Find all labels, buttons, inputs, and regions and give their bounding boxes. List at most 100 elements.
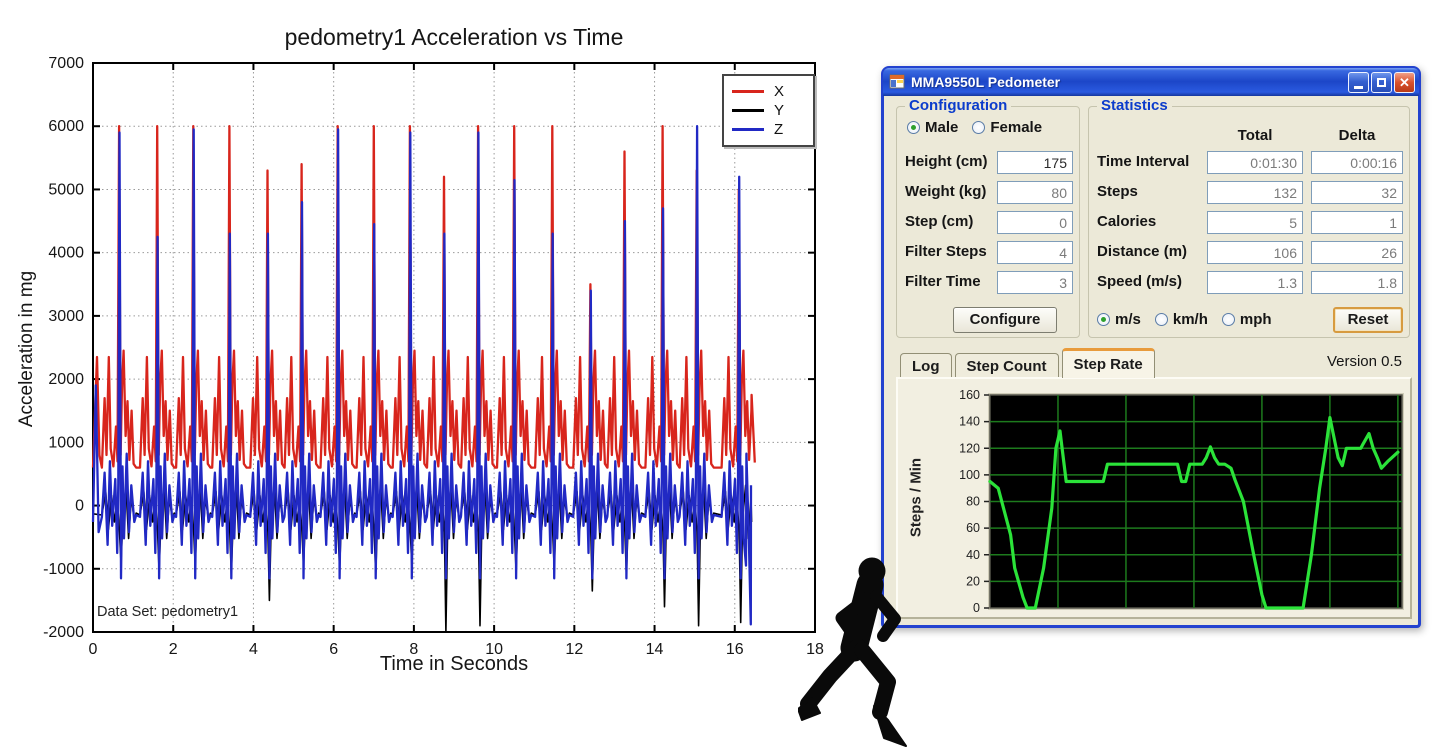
svg-text:0: 0	[75, 498, 84, 515]
svg-text:4: 4	[249, 641, 258, 658]
accel-y-axis-label: Acceleration in mg	[16, 270, 37, 428]
statistics-heading: Statistics	[1097, 97, 1172, 114]
svg-text:80: 80	[966, 495, 980, 509]
step-rate-tab-page: 0 20 40 60 80 100 120 140 160 Steps / Min	[896, 377, 1412, 619]
filter-steps-input[interactable]: 4	[997, 241, 1073, 264]
maximize-button[interactable]	[1371, 71, 1392, 93]
radio-circle-icon	[1221, 313, 1235, 326]
window-title: MMA9550L Pedometer	[911, 74, 1061, 90]
window-titlebar[interactable]: MMA9550L Pedometer ✕	[883, 68, 1419, 96]
tab-step-rate[interactable]: Step Rate	[1061, 348, 1155, 378]
statistics-row: Time Interval 0:01:30 0:00:16	[1089, 151, 1411, 175]
gender-male-radio[interactable]: Male	[907, 119, 958, 136]
gender-female-radio[interactable]: Female	[972, 119, 1042, 136]
svg-text:10: 10	[485, 641, 503, 658]
speed-unit-mph-radio[interactable]: mph	[1221, 311, 1272, 328]
config-field-row: Height (cm) 175	[897, 151, 1081, 175]
config-field-label: Weight (kg)	[905, 183, 987, 200]
radio-circle-icon	[972, 121, 986, 134]
svg-text:60: 60	[966, 521, 980, 535]
gender-radio-row: Male Female	[907, 119, 1056, 139]
weight-kg-input[interactable]: 80	[997, 181, 1073, 204]
steps-total-value: 132	[1207, 181, 1303, 204]
svg-text:2: 2	[169, 641, 178, 658]
speed-m-s-delta-value: 1.8	[1311, 271, 1403, 294]
radio-circle-icon	[1097, 313, 1110, 326]
minimize-icon	[1354, 85, 1363, 89]
svg-text:8: 8	[409, 641, 418, 658]
svg-text:7000: 7000	[48, 55, 84, 72]
step-rate-line	[988, 415, 1400, 610]
distance-m-delta-value: 26	[1311, 241, 1403, 264]
steps-delta-value: 32	[1311, 181, 1403, 204]
radio-circle-icon	[907, 121, 920, 134]
tab-log[interactable]: Log	[900, 353, 952, 378]
stat-row-label: Steps	[1097, 183, 1138, 200]
configure-button[interactable]: Configure	[953, 307, 1057, 333]
radio-label: Female	[990, 119, 1043, 136]
runner-silhouette	[798, 557, 907, 747]
legend-entry-label: Y	[774, 102, 785, 119]
svg-text:100: 100	[959, 468, 980, 482]
time-interval-total-value: 0:01:30	[1207, 151, 1303, 174]
legend-entry-z: Z	[732, 120, 805, 139]
legend-entry-x: X	[732, 82, 805, 101]
legend-line-icon	[732, 128, 764, 131]
svg-text:18: 18	[806, 641, 824, 658]
reset-button[interactable]: Reset	[1333, 307, 1403, 333]
speed-unit-km-h-radio[interactable]: km/h	[1154, 311, 1208, 328]
svg-text:-1000: -1000	[43, 561, 84, 578]
stat-row-label: Calories	[1097, 213, 1157, 230]
svg-text:-2000: -2000	[43, 624, 84, 641]
minimize-button[interactable]	[1348, 71, 1369, 93]
accel-chart-title: pedometry1 Acceleration vs Time	[284, 24, 624, 50]
svg-text:1000: 1000	[48, 434, 84, 451]
statistics-row: Distance (m) 106 26	[1089, 241, 1411, 265]
svg-text:160: 160	[959, 388, 980, 402]
step-rate-y-axis-label: Steps / Min	[907, 457, 925, 538]
speed-unit-m-s-radio[interactable]: m/s	[1097, 311, 1141, 328]
legend-entry-label: X	[774, 83, 785, 100]
statistics-row: Speed (m/s) 1.3 1.8	[1089, 271, 1411, 295]
calories-total-value: 5	[1207, 211, 1303, 234]
config-field-label: Filter Steps	[905, 243, 987, 260]
tab-step-count[interactable]: Step Count	[954, 353, 1059, 378]
svg-text:6: 6	[329, 641, 338, 658]
height-cm-input[interactable]: 175	[997, 151, 1073, 174]
step-cm-input[interactable]: 0	[997, 211, 1073, 234]
svg-text:12: 12	[565, 641, 583, 658]
time-interval-delta-value: 0:00:16	[1311, 151, 1403, 174]
legend-entry-y: Y	[732, 101, 805, 120]
dataset-annotation: Data Set: pedometry1	[97, 604, 239, 620]
speed-m-s-total-value: 1.3	[1207, 271, 1303, 294]
statistics-group: Statistics Total Delta Time Interval 0:01…	[1088, 97, 1411, 338]
version-label: Version 0.5	[1326, 353, 1402, 370]
legend-line-icon	[732, 90, 764, 93]
radio-label: Male	[925, 119, 959, 136]
radio-label: mph	[1239, 311, 1272, 328]
configuration-heading: Configuration	[905, 97, 1012, 114]
config-field-row: Weight (kg) 80	[897, 181, 1081, 205]
config-field-row: Filter Steps 4	[897, 241, 1081, 265]
filter-time-input[interactable]: 3	[997, 271, 1073, 294]
legend-entry-label: Z	[774, 121, 784, 138]
config-field-label: Filter Time	[905, 273, 981, 290]
config-field-row: Filter Time 3	[897, 271, 1081, 295]
statistics-row: Steps 132 32	[1089, 181, 1411, 205]
speed-unit-radio-row: m/s km/h mph	[1097, 311, 1286, 331]
total-column-header: Total	[1237, 127, 1273, 144]
series-z-line	[91, 125, 753, 626]
svg-text:16: 16	[726, 641, 744, 658]
svg-text:20: 20	[966, 574, 980, 588]
svg-text:5000: 5000	[48, 181, 84, 198]
config-field-label: Step (cm)	[905, 213, 974, 230]
config-field-row: Step (cm) 0	[897, 211, 1081, 235]
step-rate-chart-canvas: 0 20 40 60 80 100 120 140 160	[959, 388, 1404, 615]
svg-text:14: 14	[646, 641, 664, 658]
stat-row-label: Distance (m)	[1097, 243, 1188, 260]
pedometer-window: MMA9550L Pedometer ✕ Configuration Male F…	[881, 66, 1421, 628]
close-button[interactable]: ✕	[1394, 71, 1415, 93]
stat-row-label: Time Interval	[1097, 153, 1190, 170]
